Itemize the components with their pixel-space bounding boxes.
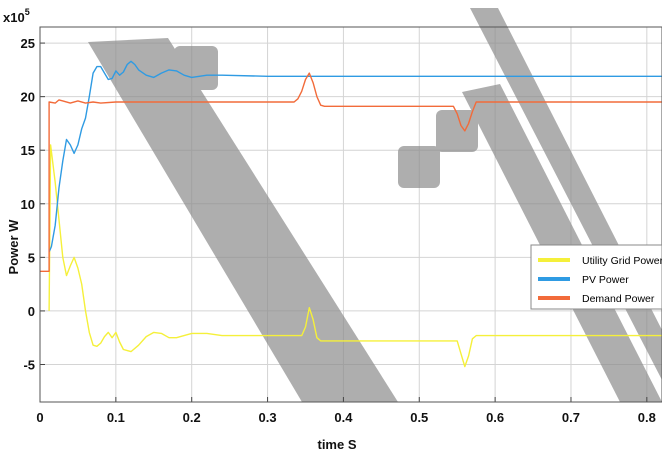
watermark-square-3 xyxy=(398,146,440,188)
demand-power-line xyxy=(40,72,662,272)
watermark-square-1 xyxy=(174,46,218,90)
legend-label-pv: PV Power xyxy=(582,274,629,286)
x-tick-label: 0.2 xyxy=(183,410,201,425)
y-tick-label: 25 xyxy=(21,36,35,51)
watermark-square-2 xyxy=(436,110,478,152)
y-tick-label: 15 xyxy=(21,143,35,158)
y-multiplier-base: x10 xyxy=(3,10,25,25)
x-tick-label: 0.6 xyxy=(486,410,504,425)
legend-label-demand: Demand Power xyxy=(582,293,655,305)
pv-power-line xyxy=(48,60,662,253)
x-tick-label: 0.3 xyxy=(259,410,277,425)
x-tick-label: 0.5 xyxy=(410,410,428,425)
legend-label-utility-grid: Utility Grid Power xyxy=(582,255,662,267)
ticks: 0 0.1 0.2 0.3 0.4 0.5 0.6 0.7 0.8 -5 0 5 10 15 20 25 xyxy=(21,36,656,425)
x-tick-label: 0.4 xyxy=(334,410,353,425)
y-tick-label: 10 xyxy=(21,197,35,212)
watermark-stroke-1 xyxy=(88,38,398,402)
x-tick-label: 0.8 xyxy=(638,410,656,425)
y-multiplier: x105 xyxy=(3,7,30,25)
x-tick-label: 0.1 xyxy=(107,410,125,425)
plot-frame xyxy=(39,26,662,403)
series-layer xyxy=(40,60,662,368)
y-tick-label: 5 xyxy=(28,250,35,265)
legend: Utility Grid Power PV Power Demand Power xyxy=(530,244,662,310)
x-tick-label: 0 xyxy=(36,410,43,425)
watermark-stroke-2 xyxy=(462,84,662,402)
y-tick-label: 20 xyxy=(21,90,35,105)
utility-grid-power-line xyxy=(48,144,662,368)
y-tick-label: -5 xyxy=(23,358,35,373)
x-tick-label: 0.7 xyxy=(562,410,580,425)
y-axis-label: Power W xyxy=(6,219,21,275)
y-tick-label: 0 xyxy=(28,304,35,319)
y-multiplier-exponent: 5 xyxy=(25,7,30,17)
x-axis-label: time S xyxy=(317,437,356,452)
